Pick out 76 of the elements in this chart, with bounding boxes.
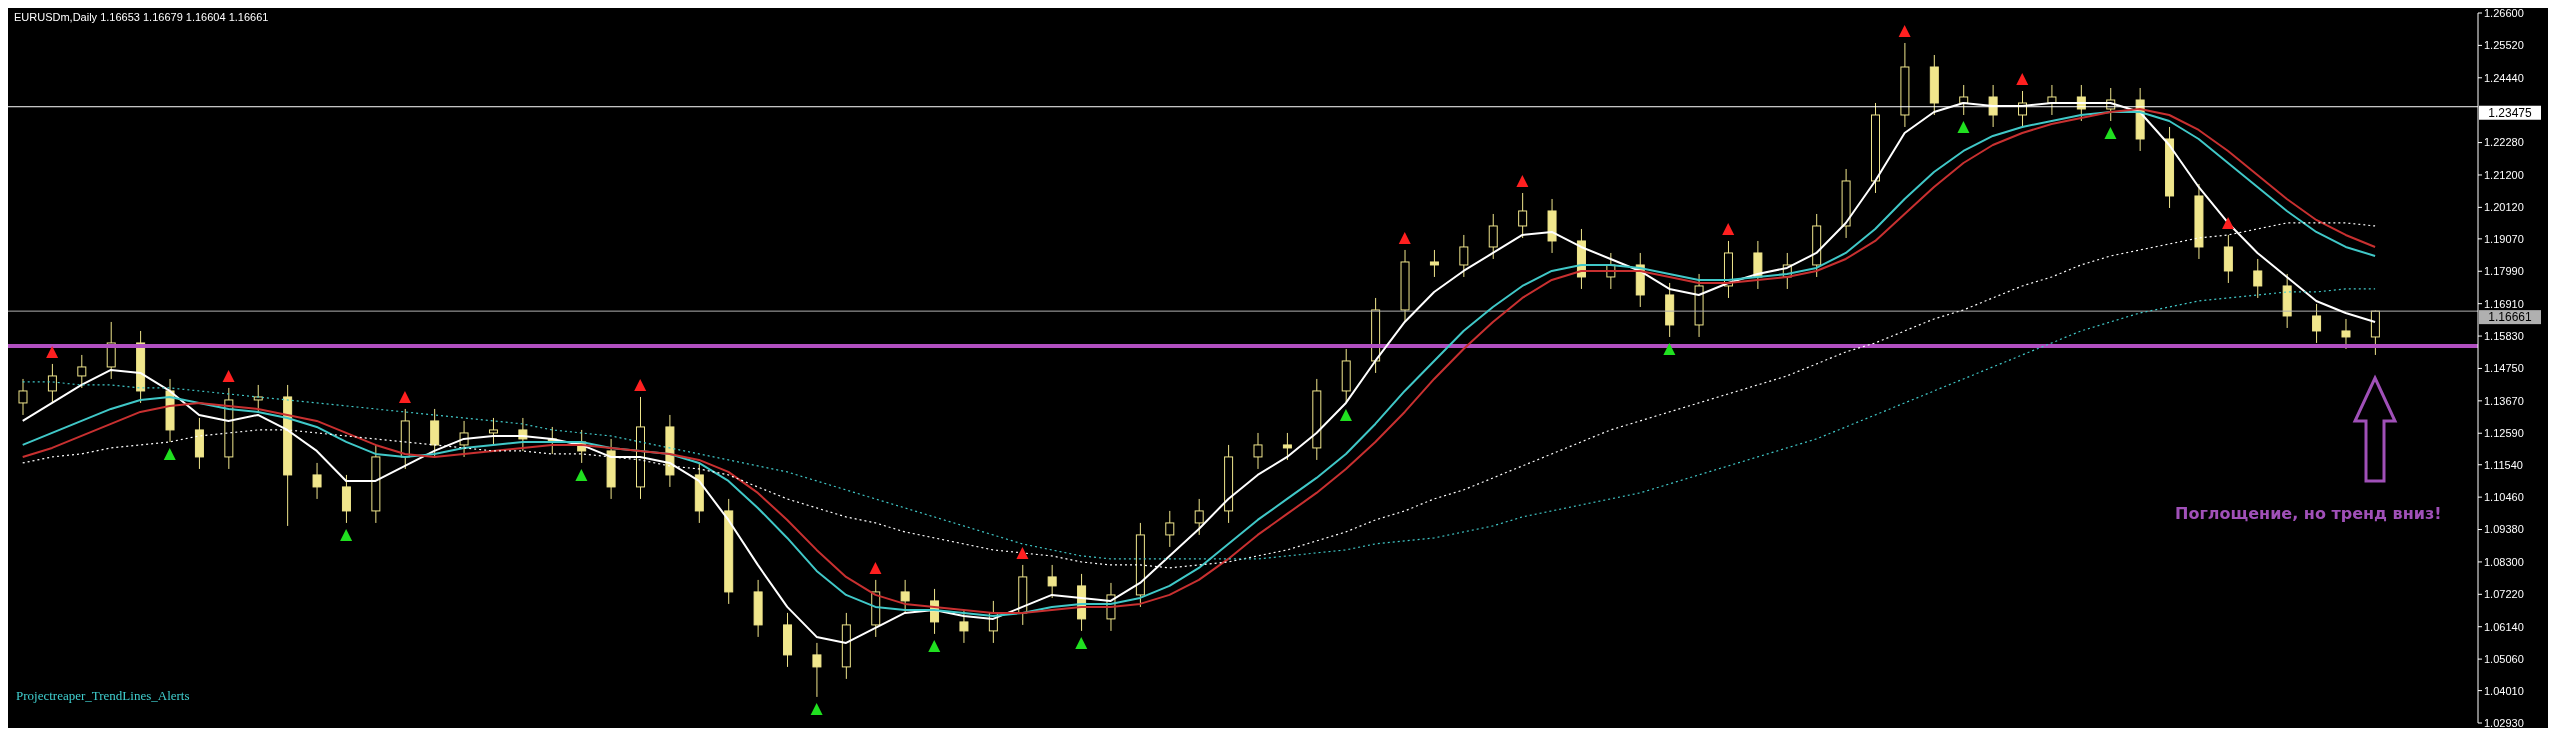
y-tick-label: 1.15830 <box>2484 329 2524 342</box>
y-tick-label: 1.13670 <box>2484 394 2524 407</box>
candlestick <box>1165 510 1175 548</box>
candlestick <box>341 474 351 524</box>
point <box>1663 342 1676 355</box>
candlestick <box>2223 234 2233 284</box>
candlestick <box>900 579 910 614</box>
point <box>1722 222 1735 235</box>
point <box>163 447 176 460</box>
candlestick <box>2341 318 2351 350</box>
annotation: Поглощение, но тренд вниз! <box>2175 503 2442 523</box>
y-tick-label: 1.11540 <box>2484 458 2523 471</box>
point <box>1339 408 1352 421</box>
candlestick <box>1959 84 1969 116</box>
candlestick <box>1282 432 1292 461</box>
candlestick <box>1459 234 1469 278</box>
candlestick <box>812 642 822 698</box>
candlestick <box>253 384 263 413</box>
chart-title: EURUSDm,Daily 1.16653 1.16679 1.16604 1.16661 <box>14 11 269 23</box>
y-tick-label: 1.07220 <box>2484 588 2524 601</box>
point <box>2016 72 2029 85</box>
point <box>1398 231 1411 244</box>
candlestick <box>1253 432 1263 470</box>
candlestick <box>2253 258 2263 299</box>
y-tick-label: 1.06140 <box>2484 620 2524 633</box>
point <box>46 345 59 358</box>
y-tick-label: 1.21200 <box>2484 168 2524 181</box>
point <box>810 702 823 715</box>
point <box>1075 636 1088 649</box>
point <box>1016 546 1029 559</box>
point <box>1898 25 1911 37</box>
y-tick-label: 1.24440 <box>2484 71 2524 84</box>
point <box>1957 120 1970 133</box>
y-tick-label: 1.26600 <box>2484 6 2524 19</box>
candlestick <box>1518 192 1528 239</box>
point <box>575 468 588 481</box>
y-tick-label: 1.12590 <box>2484 427 2524 440</box>
candlestick <box>959 609 969 644</box>
y-tick-label: 1.16910 <box>2484 297 2524 310</box>
y-tick-label: 1.25520 <box>2484 39 2524 52</box>
point <box>928 639 941 652</box>
y-tick-label: 1.10460 <box>2484 491 2524 504</box>
candlestick <box>77 354 87 389</box>
point <box>398 390 411 403</box>
candlestick <box>2312 303 2322 344</box>
ref-line-label: 1.16661 <box>2488 310 2533 325</box>
y-tick-label: 1.19070 <box>2484 232 2524 245</box>
y-tick-label: 1.05060 <box>2484 653 2524 666</box>
point <box>2222 216 2235 229</box>
y-tick-label: 1.02930 <box>2484 716 2524 729</box>
candlestick <box>1488 213 1498 260</box>
point <box>340 528 353 541</box>
y-tick-label: 1.09380 <box>2484 523 2524 536</box>
candlestick <box>430 408 440 458</box>
point <box>634 378 647 391</box>
ref-line-label: 1.23475 <box>2488 105 2533 120</box>
point <box>2104 126 2117 139</box>
candlestick <box>488 417 498 446</box>
y-tick-label: 1.14750 <box>2484 362 2524 375</box>
candlestick <box>312 462 322 500</box>
point <box>1516 174 1529 187</box>
annotation: Projectreaper_TrendLines_Alerts <box>16 688 190 704</box>
y-tick-label: 1.22280 <box>2484 136 2524 149</box>
y-tick-label: 1.04010 <box>2484 684 2524 697</box>
candlestick <box>47 363 57 404</box>
candlestick <box>1047 564 1057 599</box>
y-tick-label: 1.17990 <box>2484 265 2524 278</box>
candlestick <box>1194 498 1204 536</box>
candlestick <box>1753 240 1763 290</box>
candlestick <box>1988 84 1998 128</box>
y-tick-label: 1.20120 <box>2484 201 2524 214</box>
candlestick <box>18 378 28 416</box>
y-tick-label: 1.08300 <box>2484 555 2524 568</box>
point <box>222 369 235 382</box>
point <box>869 561 882 574</box>
candlestick <box>1429 249 1439 278</box>
